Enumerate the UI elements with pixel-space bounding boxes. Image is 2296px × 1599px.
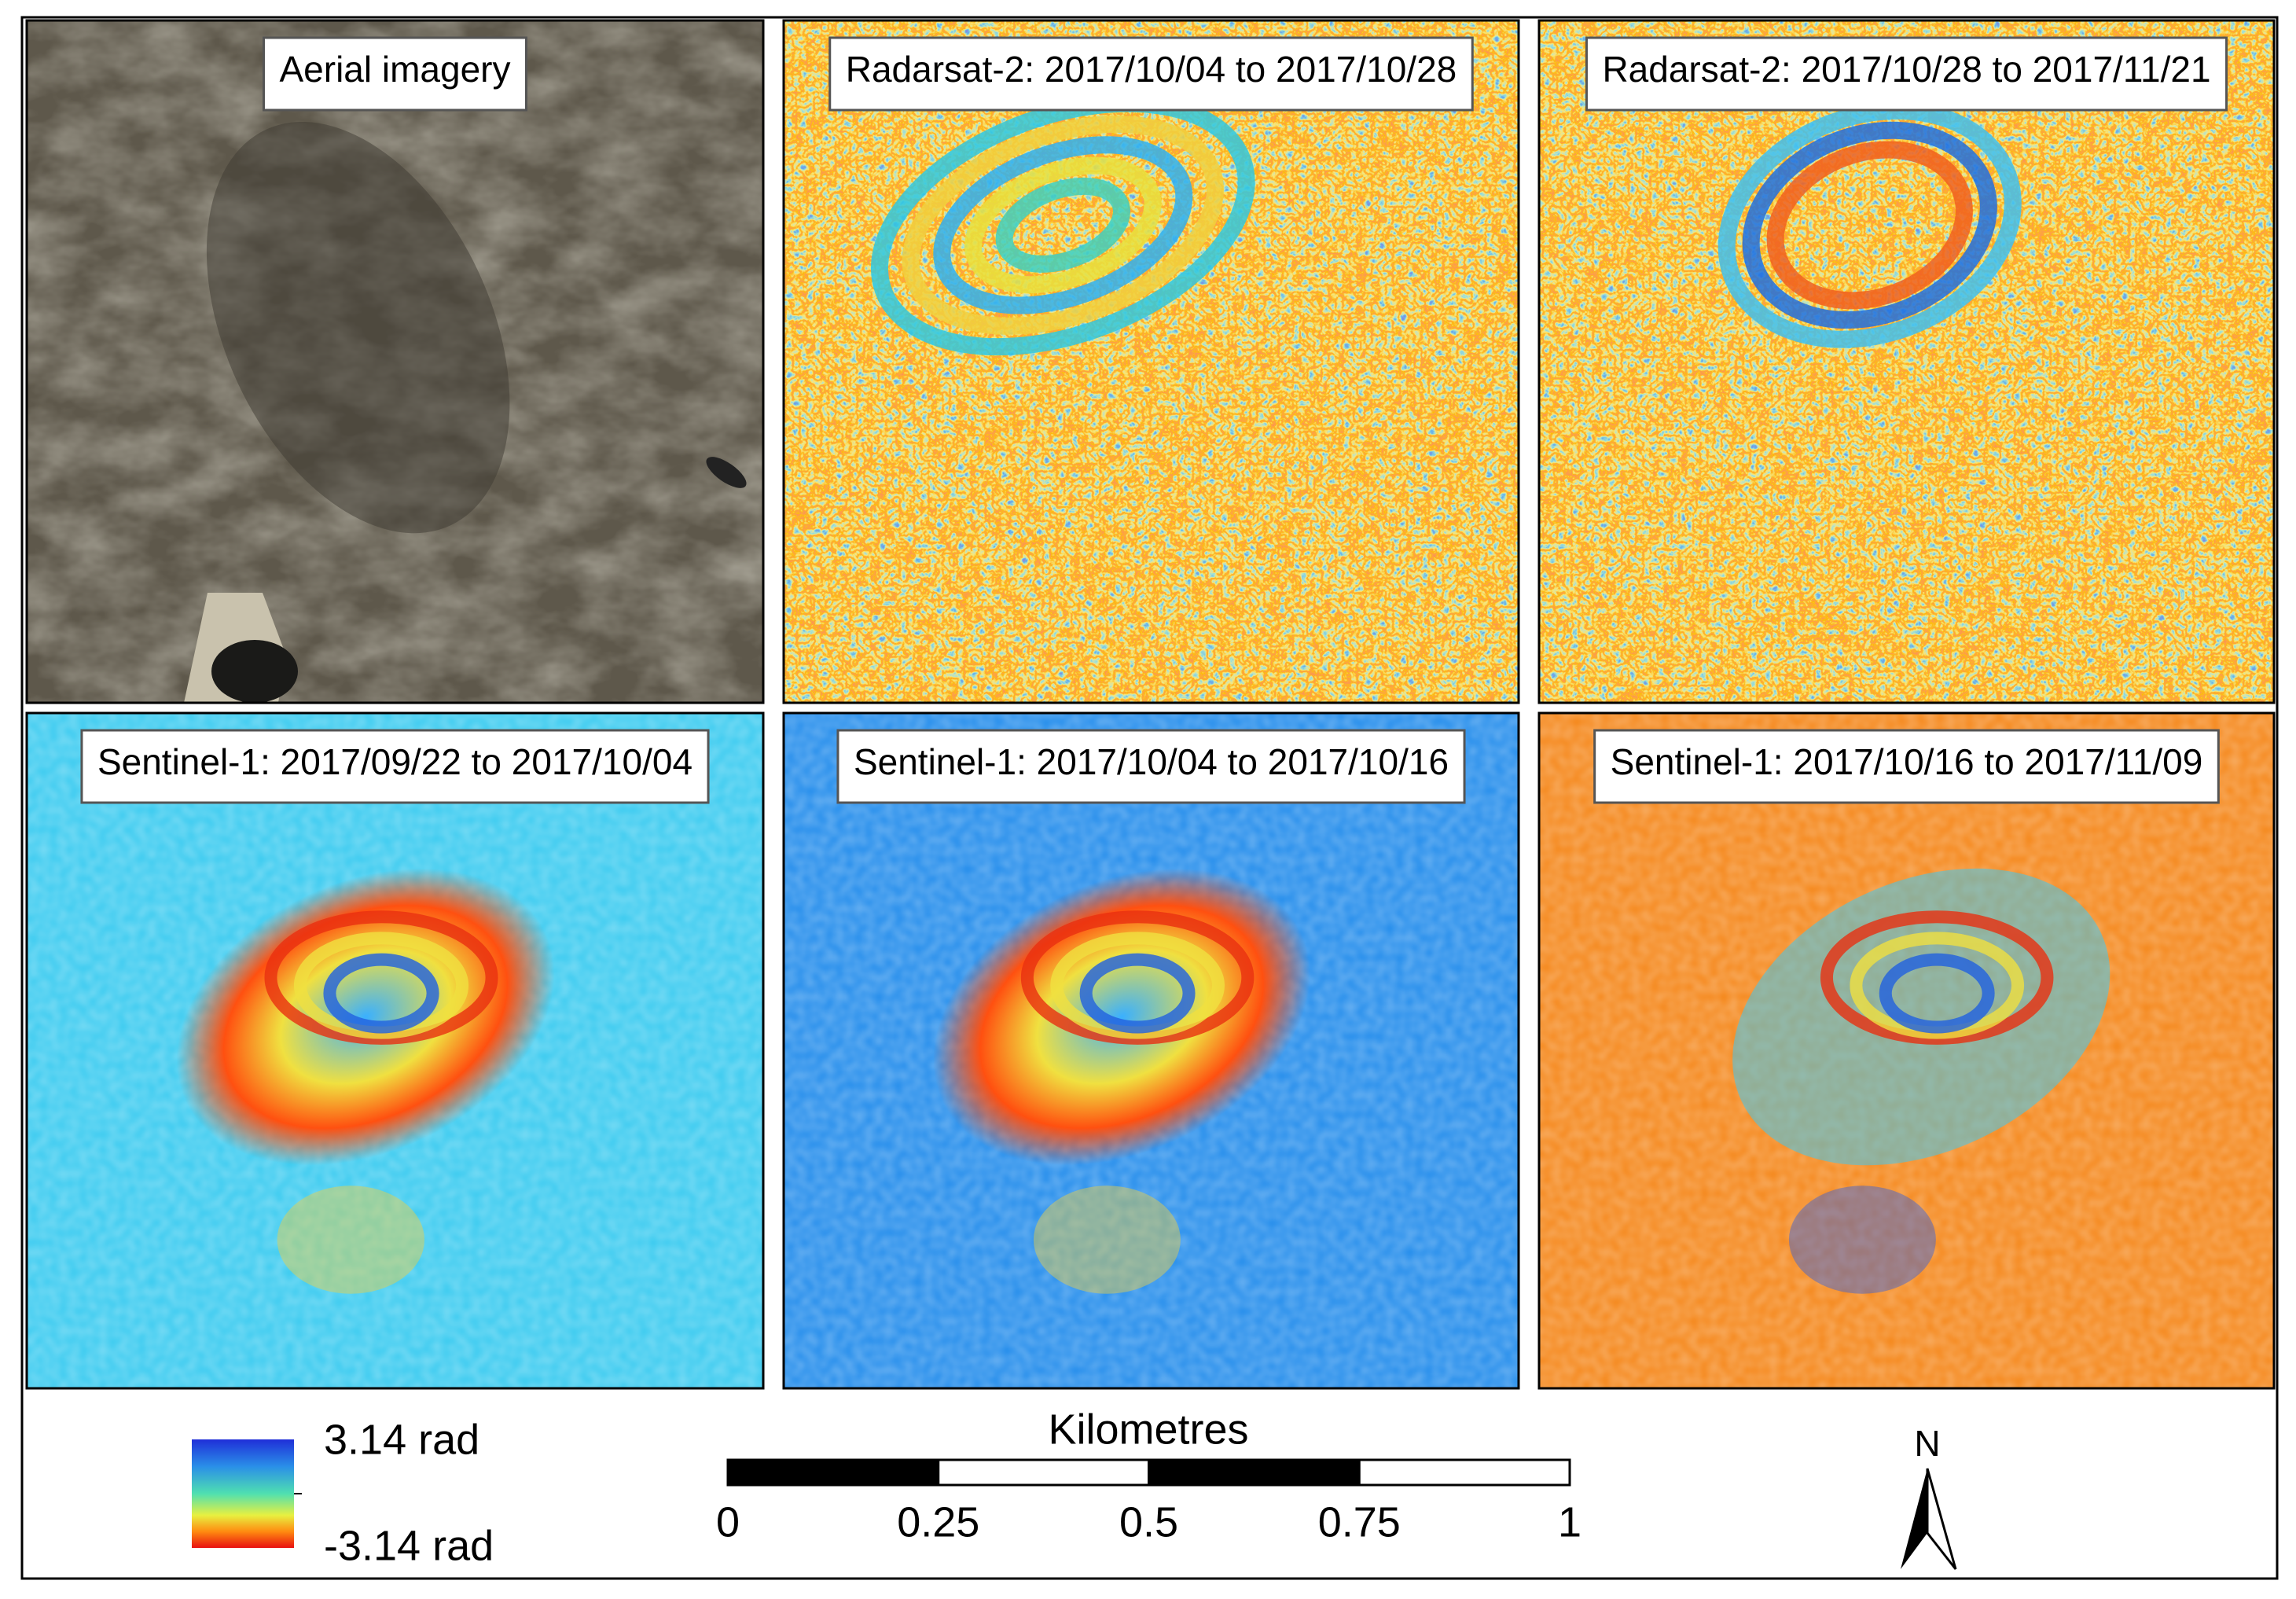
scale-bar-segment [1357,1458,1571,1487]
deformation-blob [933,868,1311,1166]
panel-frame [25,711,765,1390]
panel-frame [1537,711,2276,1390]
scale-bar-segment [1148,1458,1361,1487]
fringe [1079,953,1196,1034]
panel-frame [1537,19,2276,704]
panel-title-box [1585,36,2228,112]
scale-bar-title: Kilometres [1048,1406,1248,1453]
fringe [323,953,439,1034]
fringe [1766,141,1973,310]
secondary-blob [1788,1185,1936,1294]
map-panel: Radarsat-2: 2017/10/04 to 2017/10/28 [782,19,1520,704]
map-panel: Sentinel-1: 2017/10/04 to 2017/10/16 [782,711,1520,1390]
panel-title-box [828,36,1474,112]
north-arrow: N [1901,1423,1957,1570]
map-panel: Radarsat-2: 2017/10/28 to 2017/11/21 [1537,19,2276,704]
panel-image [784,713,1519,1388]
fringe [995,177,1130,273]
deformation-blob [176,868,555,1166]
legend-min-label: -3.14 rad [324,1522,494,1569]
fringe [870,94,1255,356]
panel-frame [25,19,765,704]
scale-bar-tick-label: 0.5 [1119,1498,1178,1546]
panel-title: Sentinel-1: 2017/10/04 to 2017/10/16 [854,741,1449,782]
panel-title-box [1593,729,2220,804]
north-label: N [1914,1423,1940,1464]
outer-frame [20,16,2279,1580]
panel-image [784,20,1519,703]
panel-image [27,713,763,1388]
scale-bar-segment [726,1458,940,1487]
panel-image [1539,713,2274,1388]
panel-grid: Aerial imagery Radarsat-2: 2017/10/04 to … [25,19,2276,1390]
panel-image [27,20,763,703]
deformation-blob [1732,868,2110,1166]
scale-bar-tick-label: 0 [716,1498,740,1546]
map-panel: Sentinel-1: 2017/10/16 to 2017/11/09 [1537,711,2276,1390]
panel-title-box [80,729,710,804]
panel-title: Sentinel-1: 2017/10/16 to 2017/11/09 [1611,741,2203,782]
map-panel: Sentinel-1: 2017/09/22 to 2017/10/04 [25,711,765,1390]
quarry-water [211,640,298,703]
scale-bar-tick-label: 1 [1558,1498,1581,1546]
panel-title: Radarsat-2: 2017/10/04 to 2017/10/28 [846,49,1457,90]
secondary-blob [277,1185,424,1294]
secondary-blob [1033,1185,1181,1294]
north-arrow-left [1901,1469,1927,1569]
fringe [933,136,1193,314]
scale-bar-segment [937,1458,1150,1487]
north-arrow-right [1926,1468,1957,1570]
panel-title: Radarsat-2: 2017/10/28 to 2017/11/21 [1602,49,2210,90]
fringe [1717,102,2022,348]
scale-bar: Kilometres 0 0.25 0.5 0.75 1 [716,1406,1581,1546]
panel-title-box [263,36,527,112]
phase-legend: 3.14 rad -3.14 rad [192,1416,494,1569]
panel-title-box [836,729,1466,804]
scale-bar-tick-label: 0.75 [1318,1498,1401,1546]
fringe [964,156,1162,294]
fringe [1742,121,1997,329]
map-panel: Aerial imagery [25,19,765,704]
panel-frame [782,711,1520,1390]
fringe [1879,953,1995,1034]
dark-patch [206,121,510,534]
scale-bar-tick-label: 0.25 [897,1498,979,1546]
fringe [902,115,1224,335]
panel-title: Sentinel-1: 2017/09/22 to 2017/10/04 [97,741,692,782]
small-pond [706,457,747,488]
panel-frame [782,19,1520,704]
panel-image [1539,20,2274,703]
panel-title: Aerial imagery [280,49,511,90]
legend-max-label: 3.14 rad [324,1416,479,1463]
legend-color-ramp [192,1439,294,1548]
